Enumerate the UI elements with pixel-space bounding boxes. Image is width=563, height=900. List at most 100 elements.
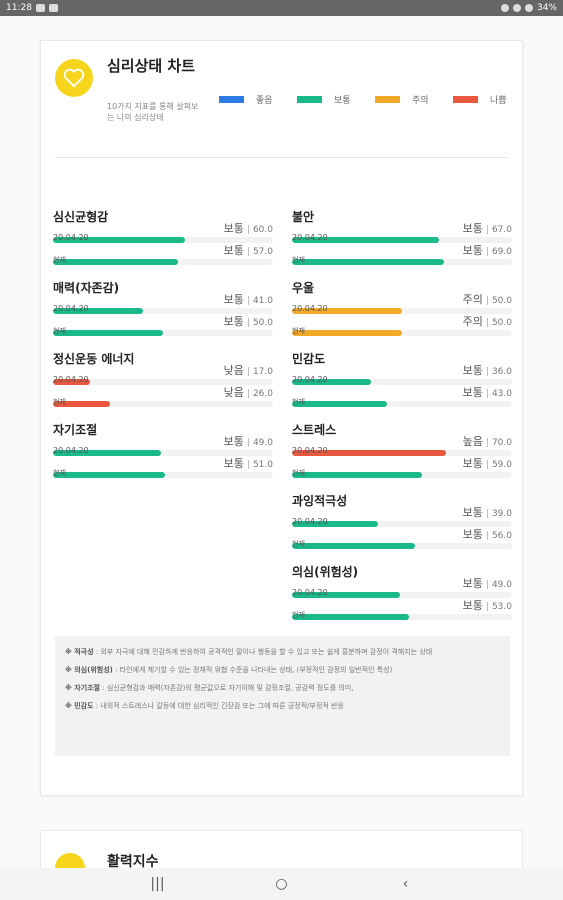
recents-button[interactable]: ||| <box>150 876 165 892</box>
metric-number: 50.0 <box>252 318 273 328</box>
progress-track <box>53 308 273 314</box>
definition-term: ※ 적극성 <box>65 648 94 656</box>
progress-bar <box>292 259 444 265</box>
legend-label: 주의 <box>412 96 429 106</box>
metric-value: 주의 | 50.0 <box>463 313 512 329</box>
metric-number: 26.0 <box>252 389 273 399</box>
progress-bar <box>53 237 185 243</box>
definition-term: ※ 자기조절 <box>65 684 101 692</box>
value-separator: | <box>246 318 250 328</box>
progress-track <box>292 614 512 620</box>
metric-value: 높음 | 70.0 <box>463 433 512 449</box>
metric-now-label: 현재 <box>292 611 305 619</box>
metric-past-row: 20.04.20 보통 | 41.0 <box>53 293 273 313</box>
legend-swatch <box>297 96 322 103</box>
metric-current-row: 현재 낮음 | 26.0 <box>53 386 273 406</box>
metric-current-row: 현재 보통 | 59.0 <box>292 457 512 477</box>
progress-bar <box>292 308 402 314</box>
progress-track <box>292 401 512 407</box>
progress-bar <box>53 259 179 265</box>
mental-state-chart-card: 심리상태 차트 10가지 지표를 통해 살펴보는 나의 심리상태 좋음 보통 주의 나… <box>40 40 523 796</box>
metric-now-label: 현재 <box>292 540 305 548</box>
progress-bar <box>292 379 372 385</box>
definition-term: ※ 민감도 <box>65 702 94 710</box>
metric-number: 36.0 <box>491 367 512 377</box>
metric-name: 심신균형감 <box>53 210 109 224</box>
legend-swatch <box>219 96 244 103</box>
progress-track <box>292 543 512 549</box>
metric-current-row: 현재 보통 | 51.0 <box>53 457 273 477</box>
metric-current-row: 현재 보통 | 69.0 <box>292 244 512 264</box>
metric-value: 보통 | 67.0 <box>463 220 512 236</box>
card-subtitle: 10가지 지표를 통해 살펴보는 나의 심리상태 <box>107 102 199 122</box>
metric-item: 자기조절 20.04.20 보통 | 49.0 현재 보통 | 51.0 <box>53 422 273 493</box>
vitality-card[interactable]: 활력지수 <box>40 830 523 868</box>
metric-item: 매력(자존감) 20.04.20 보통 | 41.0 현재 보통 | 50.0 <box>53 280 273 351</box>
legend-swatch <box>375 96 400 103</box>
metric-date: 20.04.20 <box>53 375 89 384</box>
metric-value: 보통 | 41.0 <box>224 291 273 307</box>
home-button[interactable]: ○ <box>275 876 288 892</box>
metric-value: 보통 | 51.0 <box>224 455 273 471</box>
metric-item: 과잉적극성 20.04.20 보통 | 39.0 현재 보통 | 56.0 <box>292 493 512 564</box>
metric-now-label: 현재 <box>292 469 305 477</box>
definition-text: : 내외적 스트레스나 갈등에 대한 심리적인 긴장감 또는 그에 따른 긍정적… <box>93 702 344 710</box>
battery-text: 34% <box>536 3 557 13</box>
metric-now-label: 현재 <box>53 398 66 406</box>
metric-past-row: 20.04.20 보통 | 60.0 <box>53 222 273 242</box>
progress-bar <box>292 521 378 527</box>
metric-name: 우울 <box>292 281 315 295</box>
definition-note: ※ 의심(위험성) : 타인에게 제기할 수 있는 정채적 위협 수준을 나타내… <box>65 664 500 676</box>
progress-bar <box>292 450 446 456</box>
definition-text: : 심신균형감과 매력(자존감)의 평균값으로 자기이해 및 감정조절, 공감력… <box>100 684 354 692</box>
metric-name: 과잉적극성 <box>292 494 348 508</box>
metric-past-row: 20.04.20 보통 | 49.0 <box>292 577 512 597</box>
metric-name: 의심(위험성) <box>292 565 359 579</box>
progress-track <box>292 237 512 243</box>
metric-past-row: 20.04.20 보통 | 36.0 <box>292 364 512 384</box>
metric-past-row: 20.04.20 높음 | 70.0 <box>292 435 512 455</box>
value-separator: | <box>246 389 250 399</box>
metric-number: 49.0 <box>491 580 512 590</box>
progress-bar <box>53 472 166 478</box>
progress-bar <box>292 614 409 620</box>
progress-track <box>292 450 512 456</box>
metric-date: 20.04.20 <box>292 304 328 313</box>
metric-current-row: 현재 보통 | 57.0 <box>53 244 273 264</box>
metric-status: 낮음 <box>223 386 244 399</box>
metric-now-label: 현재 <box>53 327 66 335</box>
progress-bar <box>292 472 422 478</box>
value-separator: | <box>485 580 489 590</box>
metric-value: 보통 | 59.0 <box>463 455 512 471</box>
metric-number: 69.0 <box>491 247 512 257</box>
gallery-icon <box>35 4 45 12</box>
metric-value: 보통 | 57.0 <box>224 242 273 258</box>
metric-now-label: 현재 <box>53 469 66 477</box>
metric-date: 20.04.20 <box>292 446 328 455</box>
value-separator: | <box>485 531 489 541</box>
progress-track <box>53 450 273 456</box>
metric-current-row: 현재 보통 | 43.0 <box>292 386 512 406</box>
vitality-title: 활력지수 <box>107 854 159 868</box>
progress-bar <box>292 237 440 243</box>
back-button[interactable]: ‹ <box>402 876 409 892</box>
metric-status: 보통 <box>462 244 483 257</box>
metric-number: 67.0 <box>491 225 512 235</box>
metric-name: 자기조절 <box>53 423 98 437</box>
value-separator: | <box>246 296 250 306</box>
metric-status: 보통 <box>223 457 244 470</box>
metric-status: 보통 <box>462 599 483 612</box>
divider <box>55 157 508 158</box>
status-bar: 11:28 34% <box>0 0 563 16</box>
metric-status: 보통 <box>462 364 483 377</box>
metric-name: 민감도 <box>292 352 326 366</box>
page-content[interactable]: 심리상태 차트 10가지 지표를 통해 살펴보는 나의 심리상태 좋음 보통 주의 나… <box>0 16 563 868</box>
metric-status: 주의 <box>462 293 483 306</box>
metric-status: 보통 <box>223 244 244 257</box>
metric-now-label: 현재 <box>292 398 305 406</box>
progress-bar <box>53 330 163 336</box>
left-metrics-column: 심신균형감 20.04.20 보통 | 60.0 현재 보통 | 57.0 매력(자존감) 20.0… <box>53 209 273 493</box>
value-separator: | <box>485 438 489 448</box>
metric-status: 보통 <box>462 506 483 519</box>
progress-bar <box>292 330 402 336</box>
